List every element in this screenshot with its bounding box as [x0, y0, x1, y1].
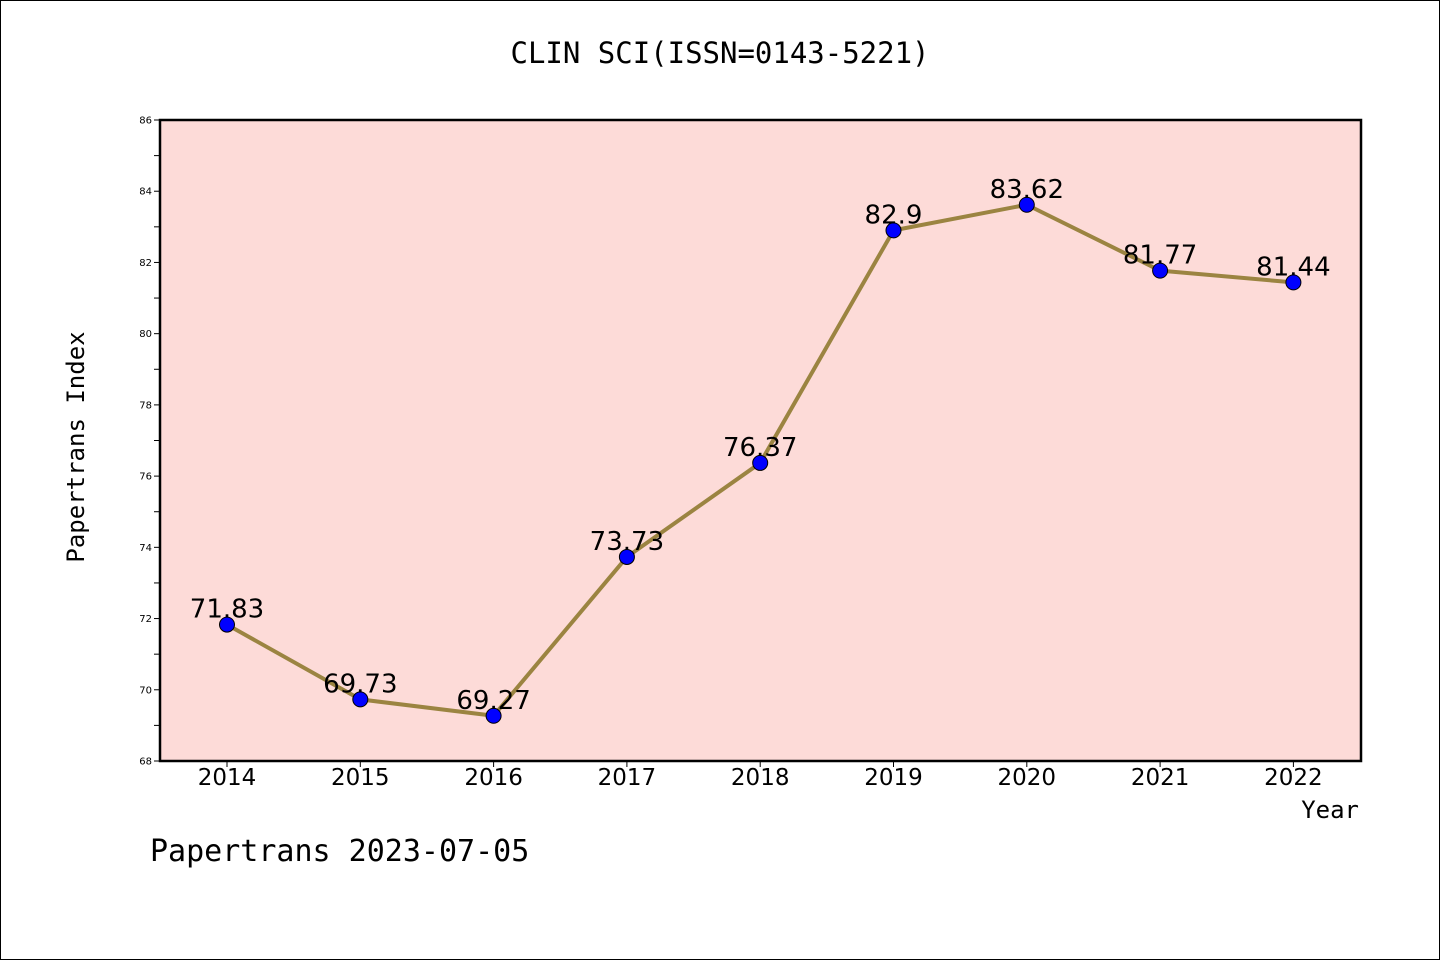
y-tick-label: 80 — [139, 329, 152, 340]
data-point — [1152, 262, 1169, 279]
data-point — [352, 691, 369, 708]
y-tick-label: 76 — [139, 472, 152, 483]
x-tick-label: 2019 — [864, 765, 923, 791]
y-tick-label: 70 — [139, 685, 152, 696]
y-tick-label: 68 — [139, 757, 152, 768]
data-label: 69.73 — [323, 669, 397, 699]
data-label: 76.37 — [723, 433, 797, 463]
x-axis-label: Year — [1301, 796, 1359, 824]
data-point — [885, 222, 902, 239]
data-label: 71.83 — [190, 595, 264, 625]
plot-area — [160, 120, 1361, 761]
y-tick-label: 74 — [139, 543, 152, 554]
data-label: 82.9 — [865, 200, 923, 230]
footer-stamp: Papertrans 2023-07-05 — [150, 834, 530, 869]
data-label: 81.77 — [1123, 241, 1197, 271]
data-label: 81.44 — [1256, 252, 1330, 282]
x-tick-label: 2021 — [1131, 765, 1190, 791]
plot-border — [158, 118, 1363, 763]
y-tick-label: 86 — [139, 116, 152, 127]
x-tick-label: 2020 — [998, 765, 1057, 791]
x-tick-label: 2018 — [731, 765, 790, 791]
data-label: 73.73 — [590, 527, 664, 557]
data-point — [1285, 274, 1302, 291]
y-tick-label: 78 — [139, 400, 152, 411]
y-tick-label: 84 — [139, 187, 152, 198]
data-point — [618, 548, 635, 565]
chart-title: CLIN SCI(ISSN=0143-5221) — [510, 36, 930, 70]
y-tick-label: 82 — [139, 258, 152, 269]
x-tick-label: 2017 — [598, 765, 657, 791]
x-tick-label: 2014 — [198, 765, 257, 791]
data-point — [219, 616, 235, 633]
data-point — [752, 454, 769, 471]
x-tick-label: 2015 — [331, 765, 390, 791]
data-point — [485, 707, 502, 724]
data-point — [1018, 196, 1035, 213]
data-label: 83.62 — [990, 175, 1064, 205]
data-label: 69.27 — [456, 686, 530, 716]
y-tick-label: 72 — [139, 614, 152, 625]
x-tick-label: 2022 — [1264, 765, 1323, 791]
x-tick-label: 2016 — [464, 765, 523, 791]
